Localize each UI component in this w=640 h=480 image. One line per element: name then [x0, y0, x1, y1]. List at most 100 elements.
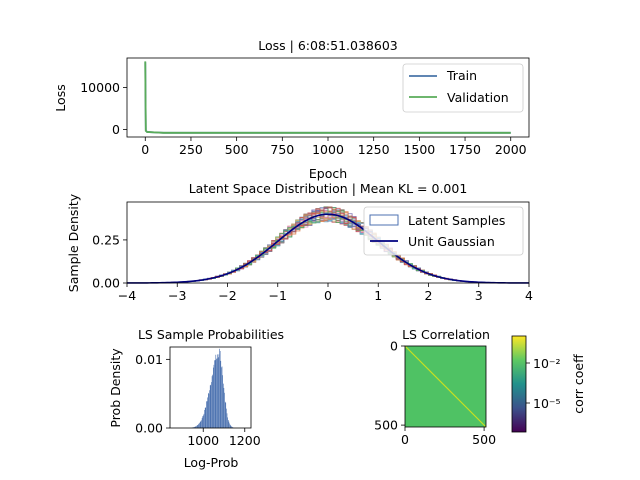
corr-ytick-label: 500 [374, 418, 398, 433]
latent-chart: Latent Space Distribution | Mean KL = 0.… [66, 181, 533, 303]
prob-histogram-bar [202, 416, 204, 428]
loss-legend: Train Validation [402, 63, 524, 113]
prob-histogram-bar [219, 348, 220, 428]
latent-ytick-label: 0.00 [92, 276, 120, 291]
prob-histogram-bar [213, 364, 215, 428]
corr-axes-frame [404, 345, 487, 428]
prob-histogram-bar [227, 420, 229, 428]
prob-ylabel: Prob Density [108, 348, 123, 428]
prob-histogram-bar [198, 424, 199, 428]
loss-chart-title: Loss | 6:08:51.038603 [258, 38, 397, 53]
colorbar [511, 335, 527, 433]
prob-histogram-bar [227, 417, 228, 428]
latent-legend: Latent Samples Unit Gaussian [363, 206, 524, 256]
loss-xtick-label: 250 [179, 142, 203, 157]
loss-xtick-label: 1250 [358, 142, 390, 157]
latent-chart-title: Latent Space Distribution | Mean KL = 0.… [189, 181, 468, 196]
colorbar-label: corr coeff [571, 354, 586, 414]
prob-histogram-bars [191, 348, 234, 428]
latent-ylabel: Sample Density [66, 193, 81, 292]
prob-histogram-bar [221, 366, 223, 428]
prob-histogram-bar [204, 409, 205, 428]
prob-histogram-bar [203, 413, 205, 428]
prob-histogram-bar [231, 426, 232, 428]
prob-xtick-label: 1200 [229, 433, 261, 448]
loss-xtick-label: 1000 [312, 142, 344, 157]
prob-histogram-bar [217, 357, 219, 428]
prob-histogram-bar [214, 360, 216, 428]
latent-xtick-label: −2 [218, 288, 236, 303]
loss-xtick-label: 0 [141, 142, 149, 157]
latent-legend-box [363, 206, 524, 256]
latent-xtick-label: 1 [374, 288, 382, 303]
prob-xtick-label: 1000 [187, 433, 219, 448]
prob-histogram-bar [215, 354, 217, 428]
prob-histogram-bar [222, 375, 223, 428]
loss-tick-group: 0 250 500 750 1000 1250 1500 1750 2000 10000 0 [80, 80, 526, 157]
prob-histogram-bar [208, 392, 209, 428]
prob-histogram-bar [214, 360, 215, 428]
prob-histogram-bar [225, 402, 227, 428]
prob-histogram-bar [216, 358, 217, 428]
corr-ytick-label: 0 [390, 339, 398, 354]
prob-histogram-bar [193, 427, 195, 428]
corr-xtick-label: 500 [472, 432, 496, 447]
prob-xlabel: Log-Prob [184, 455, 239, 470]
prob-histogram-bar [218, 354, 220, 428]
corr-xtick-label: 0 [401, 432, 409, 447]
loss-ytick-label: 10000 [80, 80, 120, 95]
prob-histogram-bar [199, 422, 201, 428]
loss-line-validation [144, 61, 511, 134]
latent-xtick-label: 3 [475, 288, 483, 303]
prob-ytick-label: 0.00 [135, 421, 163, 436]
loss-chart: Loss | 6:08:51.038603 0 250 500 750 1000 1250… [53, 38, 530, 181]
loss-xlabel: Epoch [309, 166, 347, 181]
loss-legend-train-label: Train [446, 68, 477, 83]
latent-legend-samples-label: Latent Samples [408, 213, 505, 228]
latent-legend-gaussian-label: Unit Gaussian [408, 234, 495, 249]
latent-xtick-label: −3 [168, 288, 186, 303]
prob-histogram-bar [226, 408, 227, 428]
latent-xtick-label: 0 [324, 288, 332, 303]
latent-xtick-label: 2 [425, 288, 433, 303]
prob-histogram-bar [194, 426, 196, 428]
prob-tick-group: 1000 1200 0.01 0.00 [135, 352, 261, 448]
prob-histogram-bar [206, 401, 208, 428]
loss-xtick-label: 2000 [495, 142, 527, 157]
loss-ytick-label: 0 [112, 122, 120, 137]
prob-histogram-bar [194, 426, 195, 428]
prob-histogram-bar [205, 407, 207, 428]
prob-histogram-bar [210, 384, 212, 428]
latent-tick-group: −4 −3 −2 −1 0 1 2 3 4 0.25 0.00 [92, 232, 533, 303]
loss-series-group [144, 61, 511, 134]
prob-chart-title: LS Sample Probabilities [138, 327, 284, 342]
colorbar-tick-label: 10⁻⁵ [533, 396, 561, 411]
prob-histogram-bar [198, 423, 200, 428]
prob-histogram-bar [217, 354, 218, 428]
prob-histogram-bar [196, 426, 197, 428]
prob-ytick-label: 0.01 [135, 352, 163, 367]
latent-xtick-label: 4 [525, 288, 533, 303]
loss-xtick-label: 500 [225, 142, 249, 157]
prob-histogram-bar [200, 420, 202, 428]
prob-histogram-bar [204, 407, 206, 428]
prob-histogram-bar [208, 393, 210, 428]
prob-histogram-bar [223, 387, 225, 428]
prob-axes-frame [169, 346, 252, 429]
prob-histogram-bar [216, 358, 218, 428]
prob-histogram-bar [206, 401, 207, 428]
loss-legend-validation-label: Validation [447, 90, 509, 105]
prob-histogram-bar [209, 390, 210, 428]
latent-ytick-label: 0.25 [92, 232, 120, 247]
loss-xtick-label: 1500 [403, 142, 435, 157]
prob-histogram-bar [197, 424, 199, 428]
unit-gaussian-curve [126, 213, 530, 284]
prob-histogram-bar [207, 397, 208, 428]
prob-histogram-bar [224, 392, 225, 428]
prob-histogram-bar [196, 425, 198, 428]
loss-xtick-label: 750 [270, 142, 294, 157]
colorbar-tick-label: 10⁻² [533, 356, 561, 371]
colorbar-tick-group: 10⁻² 10⁻⁵ [526, 356, 561, 411]
